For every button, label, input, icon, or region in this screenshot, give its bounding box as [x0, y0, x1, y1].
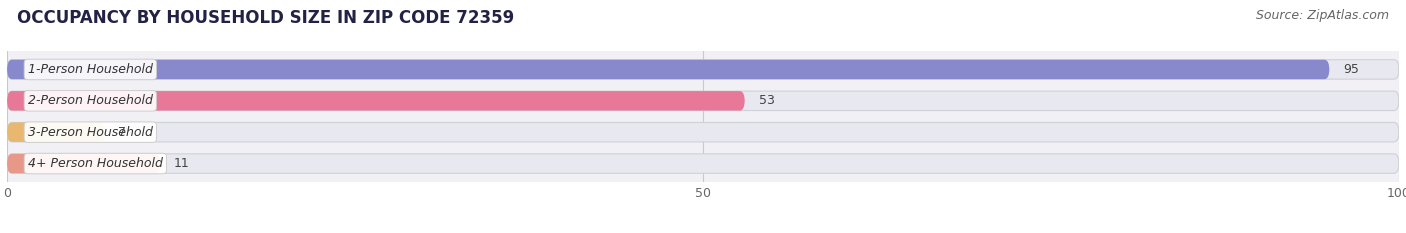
Text: 7: 7 — [118, 126, 127, 139]
Text: 1-Person Household: 1-Person Household — [28, 63, 153, 76]
FancyBboxPatch shape — [7, 154, 1399, 173]
Text: 3-Person Household: 3-Person Household — [28, 126, 153, 139]
Text: OCCUPANCY BY HOUSEHOLD SIZE IN ZIP CODE 72359: OCCUPANCY BY HOUSEHOLD SIZE IN ZIP CODE … — [17, 9, 515, 27]
Text: 53: 53 — [759, 94, 775, 107]
Text: 4+ Person Household: 4+ Person Household — [28, 157, 163, 170]
FancyBboxPatch shape — [7, 60, 1330, 79]
FancyBboxPatch shape — [7, 91, 745, 110]
FancyBboxPatch shape — [7, 123, 1399, 142]
Text: 11: 11 — [174, 157, 190, 170]
Text: 95: 95 — [1343, 63, 1360, 76]
Text: Source: ZipAtlas.com: Source: ZipAtlas.com — [1256, 9, 1389, 22]
FancyBboxPatch shape — [7, 123, 104, 142]
FancyBboxPatch shape — [7, 154, 160, 173]
FancyBboxPatch shape — [7, 60, 1399, 79]
FancyBboxPatch shape — [7, 91, 1399, 110]
Text: 2-Person Household: 2-Person Household — [28, 94, 153, 107]
